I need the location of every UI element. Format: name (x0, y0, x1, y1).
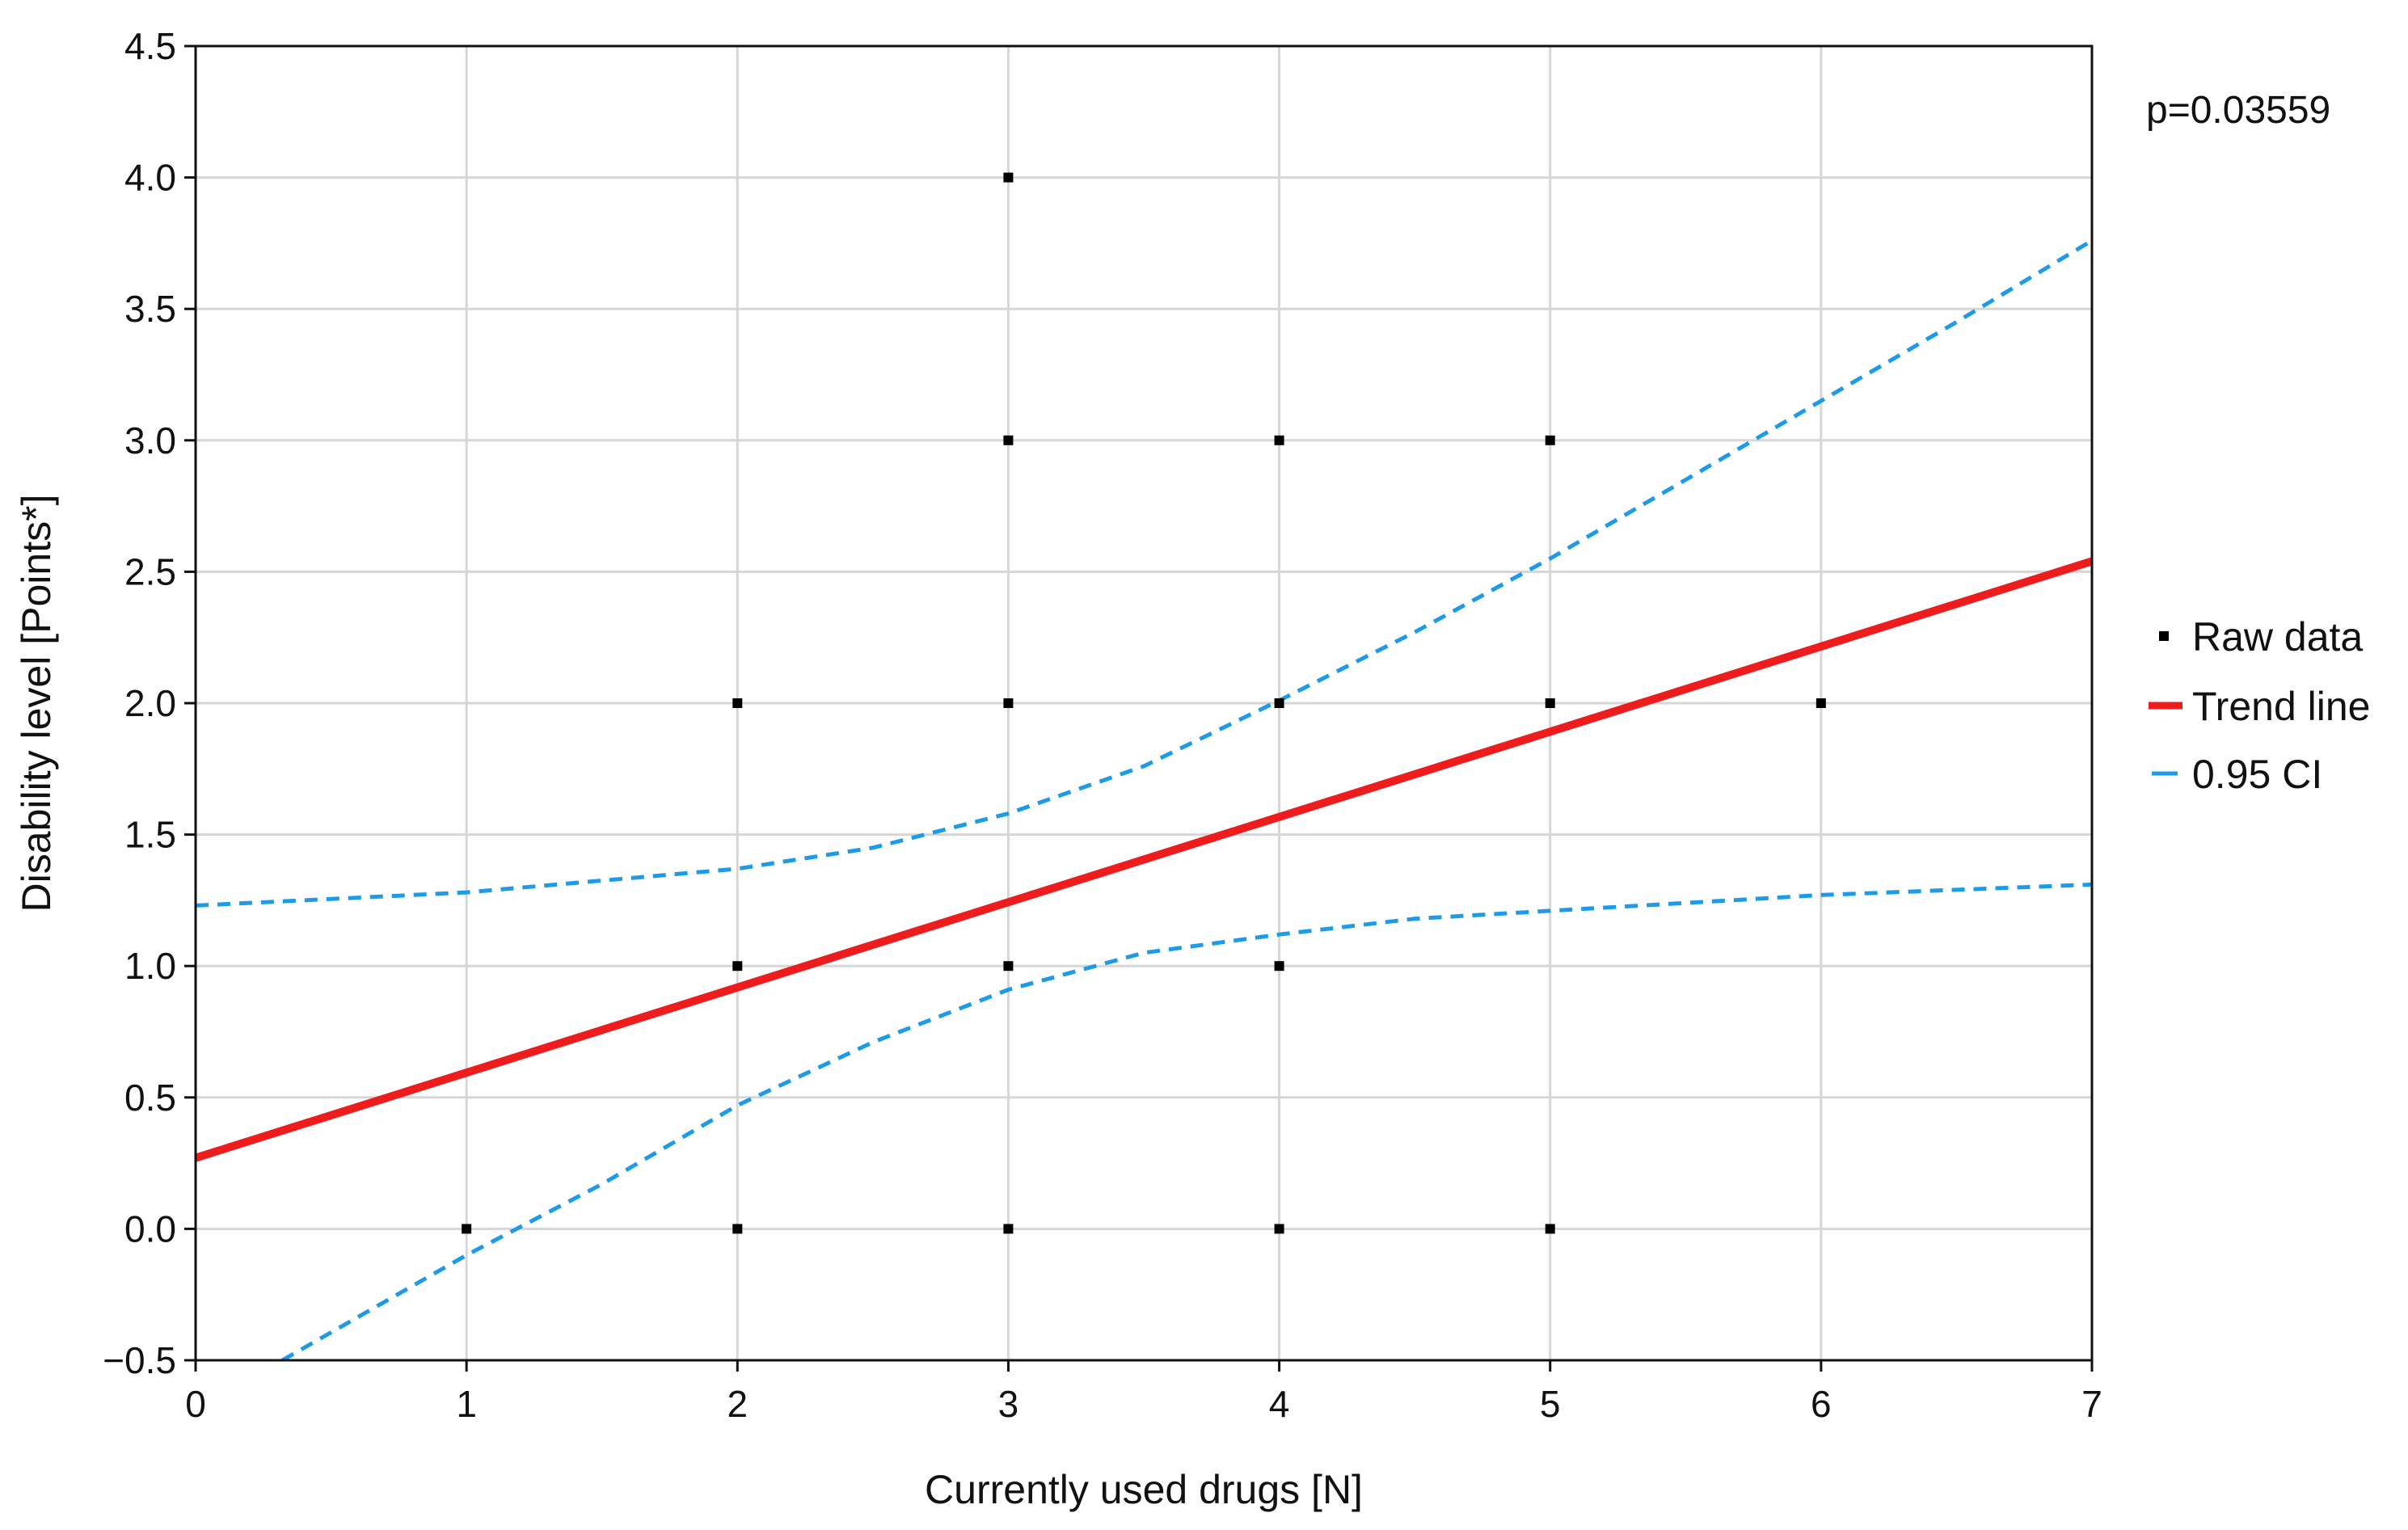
legend-label-trend-line: Trend line (2192, 684, 2370, 729)
x-axis-title: Currently used drugs [N] (925, 1467, 1363, 1512)
legend-label-ci: 0.95 CI (2192, 752, 2322, 797)
raw-data-point (1545, 1224, 1555, 1234)
y-tick-label: 0.5 (124, 1077, 176, 1119)
raw-data-point (1274, 1224, 1284, 1234)
raw-data-point (1274, 435, 1284, 445)
x-tick-label: 3 (998, 1383, 1019, 1425)
raw-data-point (732, 961, 743, 972)
p-value-annotation: p=0.03559 (2146, 89, 2330, 132)
ticks-layer: 0 1 2 3 4 5 6 7 −0.5 0.0 0.5 1.0 1.5 2.0 2.5 3.0 3.5 4.0 4… (103, 25, 2102, 1425)
x-tick-label: 1 (456, 1383, 477, 1425)
legend-symbol-raw-data (2159, 631, 2169, 641)
raw-data-point (732, 1224, 743, 1234)
y-tick-label: 2.5 (124, 550, 176, 592)
raw-data-point (1003, 1224, 1014, 1234)
y-tick-label: 4.0 (124, 157, 176, 199)
raw-data-point (1545, 435, 1555, 445)
y-tick-label: 3.5 (124, 288, 176, 330)
raw-data-point (1003, 172, 1014, 183)
y-axis-title: Disability level [Points*] (14, 495, 59, 913)
trend-line (194, 557, 2094, 1162)
raw-data-point (1815, 698, 1826, 708)
legend-item-raw-data: Raw data (2159, 614, 2363, 660)
y-tick-label: 0.0 (124, 1208, 176, 1250)
x-tick-label: 6 (1811, 1383, 1832, 1425)
y-tick-label: 1.5 (124, 814, 176, 856)
x-tick-label: 4 (1269, 1383, 1290, 1425)
raw-data-point (1274, 698, 1284, 708)
trend-layer (194, 557, 2094, 1162)
y-tick-label: 4.5 (124, 25, 176, 67)
x-tick-label: 0 (185, 1383, 206, 1425)
legend-label-raw-data: Raw data (2192, 614, 2363, 660)
ci-upper-curve (196, 238, 2092, 908)
y-tick-label: 1.0 (124, 945, 176, 987)
raw-data-point (1545, 698, 1555, 708)
y-tick-label: 3.0 (124, 419, 176, 462)
legend-item-ci: 0.95 CI (2152, 752, 2322, 797)
raw-data-point (1003, 435, 1014, 445)
ci-layer (196, 238, 2092, 1360)
x-tick-label: 7 (2081, 1383, 2102, 1425)
raw-data-point (1003, 698, 1014, 708)
points-layer (462, 172, 1826, 1234)
grid-layer (196, 46, 2092, 1360)
raw-data-point (462, 1224, 472, 1234)
raw-data-point (732, 698, 743, 708)
raw-data-point (1003, 961, 1014, 972)
y-tick-label: 2.0 (124, 682, 176, 724)
x-tick-label: 5 (1540, 1383, 1561, 1425)
y-tick-label: −0.5 (103, 1339, 176, 1381)
raw-data-point (1274, 961, 1284, 972)
legend-item-trend-line: Trend line (2149, 684, 2370, 729)
legend: Raw data Trend line 0.95 CI (2149, 614, 2370, 797)
x-tick-label: 2 (727, 1383, 748, 1425)
